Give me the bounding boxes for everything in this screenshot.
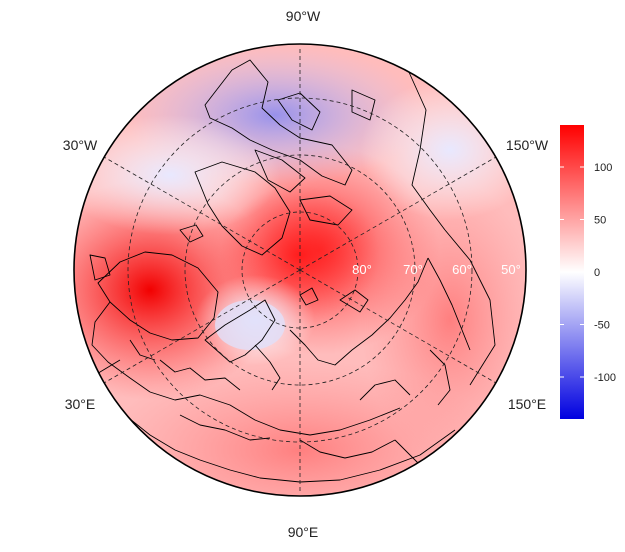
latitude-label-50: 50° <box>501 262 521 277</box>
latitude-label-80: 80° <box>352 262 372 277</box>
latitude-label-60: 60° <box>452 262 472 277</box>
colorbar-tick-label: -50 <box>594 320 610 332</box>
longitude-label-top: 90°W <box>286 8 321 24</box>
longitude-label-bottom: 90°E <box>288 524 319 540</box>
colorbar-tick-label: 100 <box>594 162 612 174</box>
anomaly-field <box>74 44 526 496</box>
coastlines <box>87 59 496 483</box>
longitude-label-upper-left: 30°W <box>63 137 98 153</box>
colorbar-tick-label: -100 <box>594 372 616 384</box>
graticule <box>103 46 497 494</box>
longitude-label-upper-right: 150°W <box>506 137 549 153</box>
colorbar: 100 50 0 -50 -100 <box>560 125 616 419</box>
colorbar-tick-label: 0 <box>594 267 600 279</box>
latitude-label-70: 70° <box>403 262 423 277</box>
longitude-label-lower-left: 30°E <box>65 396 96 412</box>
longitude-label-lower-right: 150°E <box>508 396 546 412</box>
map-border <box>73 43 527 497</box>
colorbar-tick-label: 50 <box>594 215 606 227</box>
